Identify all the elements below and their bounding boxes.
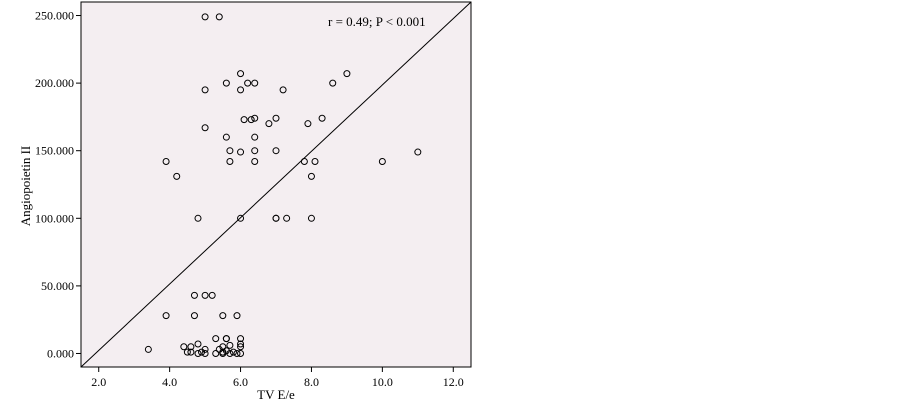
y-tick-label: 50.000 xyxy=(41,279,74,293)
data-point xyxy=(201,86,209,94)
data-point xyxy=(251,114,259,122)
data-point xyxy=(215,345,223,353)
data-point xyxy=(183,348,191,356)
data-point xyxy=(272,147,280,155)
data-point xyxy=(307,172,315,180)
data-point xyxy=(229,348,237,356)
x-tick-label: 12.0 xyxy=(443,375,464,389)
data-point xyxy=(237,349,245,357)
data-point xyxy=(233,349,241,357)
data-point xyxy=(201,124,209,132)
data-point xyxy=(272,114,280,122)
data-point xyxy=(272,214,280,222)
data-point xyxy=(187,348,195,356)
data-point xyxy=(190,291,198,299)
data-point xyxy=(226,158,234,166)
data-point xyxy=(215,13,223,21)
fit-line xyxy=(80,1,472,368)
data-point xyxy=(300,158,308,166)
data-point xyxy=(194,340,202,348)
data-point xyxy=(265,120,273,128)
y-tick-label: 250.000 xyxy=(35,9,74,23)
data-point xyxy=(190,312,198,320)
x-tick-label: 8.0 xyxy=(304,375,319,389)
data-point xyxy=(237,335,245,343)
x-tick-label: 4.0 xyxy=(162,375,177,389)
data-point xyxy=(237,86,245,94)
data-point xyxy=(187,343,195,351)
data-point xyxy=(329,79,337,87)
data-point xyxy=(162,158,170,166)
data-point xyxy=(194,214,202,222)
data-point xyxy=(208,291,216,299)
data-point xyxy=(251,147,259,155)
data-point xyxy=(226,147,234,155)
data-point xyxy=(226,341,234,349)
x-axis: 2.0 4.0 6.0 8.0 10.0 12.0 xyxy=(91,367,464,389)
data-point xyxy=(144,345,152,353)
data-point xyxy=(162,312,170,320)
data-point xyxy=(237,214,245,222)
data-point xyxy=(194,349,202,357)
data-point xyxy=(414,148,422,156)
data-point xyxy=(222,133,230,141)
data-point xyxy=(201,349,209,357)
data-point xyxy=(212,335,220,343)
data-points xyxy=(144,13,422,357)
data-point xyxy=(304,120,312,128)
data-point xyxy=(251,158,259,166)
x-tick-label: 2.0 xyxy=(91,375,106,389)
x-tick-label: 6.0 xyxy=(233,375,248,389)
data-point xyxy=(233,312,241,320)
data-point xyxy=(173,172,181,180)
data-point xyxy=(201,13,209,21)
data-point xyxy=(180,343,188,351)
y-tick-label: 0.000 xyxy=(47,346,74,360)
data-point xyxy=(237,340,245,348)
data-point xyxy=(222,335,230,343)
data-point xyxy=(279,86,287,94)
y-tick-label: 100.000 xyxy=(35,211,74,225)
y-axis: 0.000 50.000 100.000 150.000 200.000 250.000 xyxy=(35,9,81,360)
data-point xyxy=(201,291,209,299)
correlation-annotation: r = 0.49; P < 0.001 xyxy=(328,14,426,29)
data-point xyxy=(251,133,259,141)
data-point xyxy=(240,116,248,124)
data-point xyxy=(237,148,245,156)
data-point xyxy=(219,312,227,320)
data-point xyxy=(244,79,252,87)
data-point xyxy=(222,79,230,87)
y-axis-label: Angiopoietin II xyxy=(18,146,33,227)
data-point xyxy=(251,79,259,87)
data-point xyxy=(226,349,234,357)
data-point xyxy=(247,116,255,124)
data-point xyxy=(237,70,245,78)
x-axis-label: TV E/e xyxy=(257,387,295,402)
data-point xyxy=(311,158,319,166)
data-point xyxy=(219,349,227,357)
data-point xyxy=(378,158,386,166)
x-tick-label: 10.0 xyxy=(372,375,393,389)
data-point xyxy=(307,214,315,222)
data-point xyxy=(198,348,206,356)
data-point xyxy=(283,214,291,222)
data-point xyxy=(318,114,326,122)
y-tick-label: 150.000 xyxy=(35,144,74,158)
data-point xyxy=(343,70,351,78)
y-tick-label: 200.000 xyxy=(35,76,74,90)
data-point xyxy=(237,343,245,351)
data-point xyxy=(212,349,220,357)
